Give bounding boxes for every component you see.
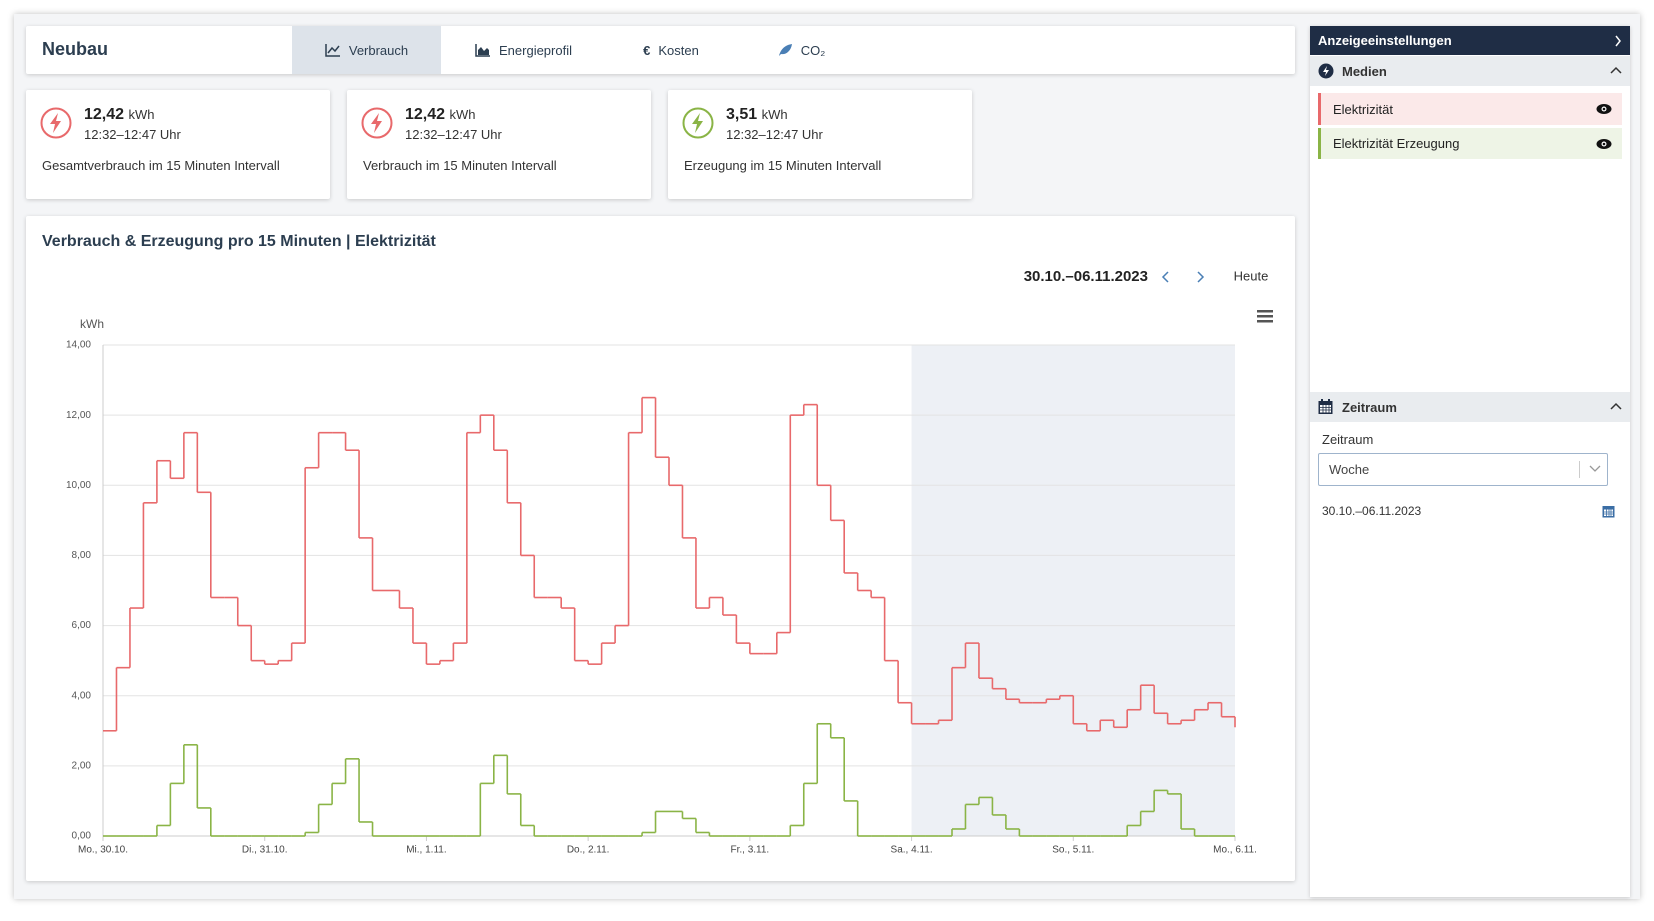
kpi-unit: kWh [761,107,788,122]
tab[interactable]: Verbrauch [292,26,441,74]
sidebar-header[interactable]: Anzeigeeinstellungen [1310,26,1630,55]
media-item[interactable]: Elektrizität [1318,93,1622,125]
section-icon [1318,399,1333,414]
media-name: Elektrizität Erzeugung [1333,136,1460,151]
y-tick-label: 8,00 [72,550,92,561]
top-bar: Neubau Verbrauch Energieprofil € Kosten … [26,26,1295,74]
tab-label: Energieprofil [499,42,572,58]
period-range: 30.10.–06.11.2023 [1322,504,1422,518]
section-header[interactable]: Zeitraum [1310,392,1630,422]
kpi-icon [682,107,714,139]
y-tick-label: 12,00 [66,410,91,421]
x-tick-label: Mo., 6.11. [1213,845,1257,856]
tab-label: CO₂ [800,42,826,58]
x-tick-label: Mo., 30.10. [78,845,128,856]
tab[interactable]: Energieprofil [441,26,606,74]
chart-card: Verbrauch & Erzeugung pro 15 Minuten | E… [26,216,1295,881]
divider [1579,461,1580,478]
kpi-value-row: 12,42 kWh [405,106,476,124]
x-tick-label: Mi., 1.11. [406,845,446,856]
tab-label: Verbrauch [348,42,409,58]
eye-icon[interactable] [1596,103,1612,115]
chart-title: Verbrauch & Erzeugung pro 15 Minuten | E… [42,233,437,250]
kpi-label: Verbrauch im 15 Minuten Intervall [363,158,557,173]
tab-icon [475,44,490,57]
chevron [1589,465,1601,472]
kpi-time: 12:32–12:47 Uhr [726,127,823,142]
tab[interactable]: CO₂ [736,26,866,74]
sidebar-title: Anzeigeeinstellungen [1318,33,1452,48]
kpi-icon [40,107,72,139]
today-button[interactable]: Heute [1234,268,1269,283]
y-tick-label: 14,00 [66,340,91,351]
chevron [1610,402,1622,410]
media-item[interactable]: Elektrizität Erzeugung [1318,128,1622,159]
site-title: Neubau [42,39,109,59]
kpi-value: 12,42 [84,106,125,123]
y-tick-label: 4,00 [72,690,92,701]
kpi-value-row: 12,42 kWh [84,106,155,124]
prev-button[interactable] [1161,271,1169,283]
tab[interactable]: € Kosten [606,26,736,74]
chevron [1615,35,1621,47]
field-label: Zeitraum [1322,432,1374,447]
y-tick-label: 10,00 [66,480,91,491]
kpi-card: 12,42 kWh 12:32–12:47 Uhr Verbrauch im 1… [347,90,651,199]
kpi-value: 3,51 [726,106,758,123]
eye-icon[interactable] [1596,138,1612,150]
y-tick-label: 0,00 [72,831,92,842]
menu-button[interactable] [1257,310,1273,323]
kpi-value: 12,42 [405,106,446,123]
select-value: Woche [1329,462,1370,477]
x-tick-label: Di., 31.10. [242,845,288,856]
kpi-card: 12,42 kWh 12:32–12:47 Uhr Gesamtverbrauc… [26,90,330,199]
tab-icon: € [643,42,651,58]
x-tick-label: So., 5.11. [1052,845,1094,856]
section-icon [1318,63,1334,79]
chevron [1610,66,1622,74]
next-button[interactable] [1197,271,1205,283]
section-title: Medien [1342,63,1387,79]
section-header[interactable]: Medien [1310,56,1630,86]
y-tick-label: 2,00 [72,760,92,771]
kpi-time: 12:32–12:47 Uhr [405,127,502,142]
x-tick-label: Sa., 4.11. [891,845,933,856]
calendar-button[interactable] [1602,504,1615,518]
kpi-label: Erzeugung im 15 Minuten Intervall [684,158,882,173]
kpi-icon [361,107,393,139]
kpi-label: Gesamtverbrauch im 15 Minuten Intervall [42,158,280,173]
x-tick-label: Fr., 3.11. [730,845,769,856]
kpi-unit: kWh [449,107,476,122]
media-name: Elektrizität [1333,101,1393,117]
kpi-card: 3,51 kWh 12:32–12:47 Uhr Erzeugung im 15… [668,90,972,199]
y-axis-label: kWh [80,317,104,331]
x-tick-label: Do., 2.11. [567,845,610,856]
kpi-value-row: 3,51 kWh [726,106,788,124]
kpi-time: 12:32–12:47 Uhr [84,127,181,142]
tab-icon [778,44,792,56]
period-select[interactable]: Woche [1318,453,1608,486]
tab-icon [325,44,340,57]
tab-label: Kosten [658,42,699,58]
y-tick-label: 6,00 [72,620,92,631]
weekend-band [911,345,1235,836]
kpi-unit: kWh [128,107,155,122]
section-title: Zeitraum [1342,399,1397,415]
sidebar: Anzeigeeinstellungen Medien Elektrizität… [1310,26,1630,897]
chart: Verbrauch & Erzeugung pro 15 Minuten | E… [42,233,1273,856]
date-range: 30.10.–06.11.2023 [1024,268,1148,285]
